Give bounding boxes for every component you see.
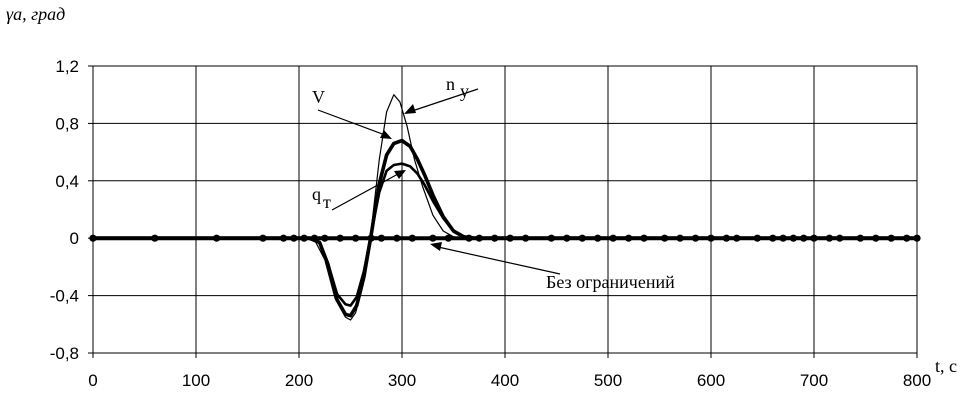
- annotation-ny-arrow: [411, 88, 479, 112]
- grid: [93, 66, 917, 353]
- data-point-marker: [506, 234, 514, 242]
- data-point-marker: [810, 234, 818, 242]
- x-tick-label: 300: [388, 371, 416, 390]
- annotation-qt-text: q: [312, 184, 321, 204]
- data-point-marker: [887, 234, 895, 242]
- data-point-marker: [151, 234, 159, 242]
- data-point-marker: [213, 234, 221, 242]
- x-tick-label: 0: [88, 371, 97, 390]
- data-point-marker: [89, 234, 97, 242]
- y-tick-label: 1,2: [55, 57, 79, 76]
- markers-group: [89, 234, 921, 242]
- data-point-marker: [640, 234, 648, 242]
- data-point-marker: [259, 234, 267, 242]
- data-point-marker: [429, 234, 437, 242]
- data-point-marker: [578, 234, 586, 242]
- data-point-marker: [279, 234, 288, 242]
- annotation-V: V: [312, 87, 392, 139]
- annotation-ny: n y: [404, 74, 479, 114]
- data-point-marker: [522, 234, 530, 242]
- data-point-marker: [661, 234, 669, 242]
- annotation-qt-subscript: т: [323, 192, 331, 212]
- data-point-marker: [779, 234, 787, 242]
- data-point-marker: [872, 234, 880, 242]
- y-tick-label: 0: [70, 229, 79, 248]
- x-tick-label: 400: [491, 371, 519, 390]
- annotation-no-limits-arrowhead: [430, 242, 442, 251]
- data-point-marker: [825, 234, 834, 242]
- data-point-marker: [300, 234, 308, 242]
- data-point-marker: [836, 234, 844, 242]
- data-point-marker: [408, 234, 416, 242]
- x-tick-label: 700: [800, 371, 828, 390]
- annotation-no-limits: Без ограничений: [430, 242, 712, 332]
- y-tick-label: -0,4: [50, 287, 79, 306]
- x-tick-label: 500: [594, 371, 622, 390]
- data-point-marker: [903, 234, 911, 242]
- x-axis-label: t, с: [935, 356, 957, 376]
- y-tick-label: -0,8: [50, 344, 79, 363]
- data-point-marker: [733, 234, 741, 242]
- data-point-marker: [800, 234, 808, 242]
- data-point-marker: [856, 234, 864, 242]
- data-point-marker: [547, 234, 555, 242]
- annotation-ny-arrowhead: [404, 104, 416, 114]
- data-point-marker: [444, 234, 452, 242]
- y-tick-labels: 1,2 0,8 0,4 0 -0,4 -0,8: [50, 57, 93, 363]
- data-point-marker: [691, 234, 700, 242]
- x-tick-label: 600: [697, 371, 725, 390]
- data-point-marker: [310, 234, 319, 242]
- annotation-no-limits-text: Без ограничений: [546, 272, 675, 292]
- series-line-qt: [91, 162, 919, 307]
- data-point-marker: [475, 234, 483, 242]
- data-point-marker: [336, 234, 344, 242]
- data-point-marker: [393, 234, 401, 242]
- data-point-marker: [913, 234, 921, 242]
- data-point-marker: [753, 234, 761, 242]
- x-tick-labels: 0 100 200 300 400 500 600 700 800: [88, 353, 931, 390]
- x-tick-label: 200: [285, 371, 313, 390]
- data-point-marker: [707, 234, 715, 242]
- annotation-ny-text: n: [446, 74, 455, 94]
- annotation-qt: q т: [312, 170, 406, 212]
- x-tick-label: 100: [182, 371, 210, 390]
- data-point-marker: [465, 234, 473, 242]
- y-axis-label: γa, град: [6, 4, 65, 24]
- annotation-V-arrowhead: [380, 130, 392, 139]
- data-point-marker: [352, 234, 360, 242]
- data-point-marker: [491, 234, 499, 242]
- data-point-marker: [321, 234, 329, 242]
- data-point-marker: [594, 234, 602, 242]
- x-tick-label: 800: [903, 371, 931, 390]
- data-point-marker: [676, 234, 684, 242]
- data-point-marker: [769, 234, 777, 242]
- annotation-qt-arrowhead: [394, 170, 406, 179]
- annotation-ny-subscript: y: [460, 81, 469, 101]
- data-point-marker: [789, 234, 798, 242]
- y-tick-label: 0,4: [55, 172, 79, 191]
- annotation-qt-arrow: [331, 173, 399, 211]
- data-point-marker: [609, 234, 617, 242]
- data-point-marker: [563, 234, 571, 242]
- annotation-no-limits-arrow: [437, 246, 561, 275]
- y-tick-label: 0,8: [55, 114, 79, 133]
- annotation-V-text: V: [312, 87, 325, 107]
- data-point-marker: [722, 234, 731, 242]
- data-point-marker: [625, 234, 633, 242]
- annotation-V-arrow: [317, 109, 386, 136]
- data-point-marker: [290, 234, 298, 242]
- data-point-marker: [377, 234, 385, 242]
- data-point-marker: [367, 234, 375, 242]
